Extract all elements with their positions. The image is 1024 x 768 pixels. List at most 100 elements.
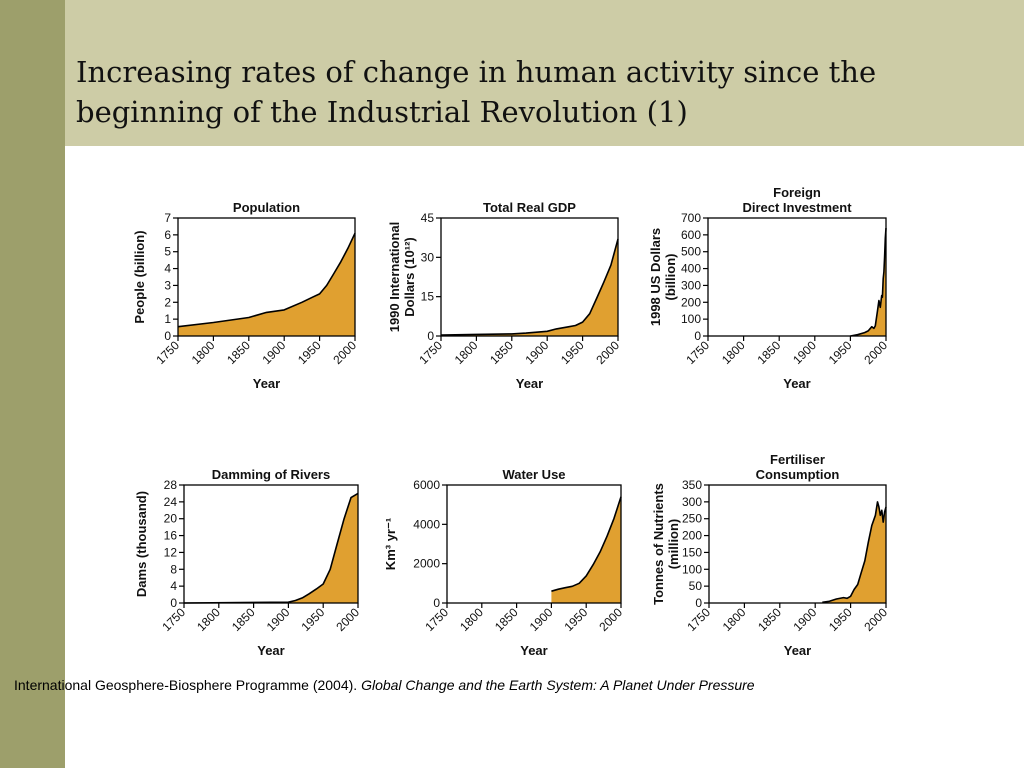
x-tick-label-4-3: 1900 <box>527 605 556 634</box>
series-area-4 <box>551 496 621 603</box>
y-tick-label-5-3: 150 <box>682 545 702 559</box>
plot-frame-1 <box>440 217 619 337</box>
chart-title-1-0: Total Real GDP <box>483 200 576 215</box>
y-tick-label-2-5: 500 <box>681 245 701 259</box>
x-tick-label-4-2: 1850 <box>492 605 521 634</box>
x-tick-label-2-0: 1750 <box>683 338 712 367</box>
series-area-3 <box>184 493 358 603</box>
x-tick-label-4-5: 2000 <box>596 605 625 634</box>
y-tick-label-5-0: 0 <box>695 596 702 610</box>
plot-frame-3 <box>183 484 359 604</box>
series-line-5 <box>822 501 887 604</box>
series-line-2 <box>850 228 887 337</box>
y-tick-label-5-6: 300 <box>682 495 702 509</box>
x-tick-label-1-5: 2000 <box>593 338 622 367</box>
x-tick-label-0-1: 1800 <box>189 338 218 367</box>
x-tick-label-5-0: 1750 <box>684 605 713 634</box>
chart-title-4-0: Water Use <box>502 467 565 482</box>
y-tick-label-4-0: 0 <box>433 596 440 610</box>
y-tick-label-5-1: 50 <box>689 579 703 593</box>
x-tick-label-4-1: 1800 <box>457 605 486 634</box>
y-tick-label-2-0: 0 <box>694 329 701 343</box>
y-tick-label-4-3: 6000 <box>413 478 440 492</box>
x-tick-label-0-5: 2000 <box>330 338 359 367</box>
y-axis-title-4-0: Km³ yr⁻¹ <box>383 518 398 570</box>
y-tick-label-0-1: 1 <box>164 312 171 326</box>
y-tick-label-3-5: 20 <box>164 512 178 526</box>
plot-frame-5 <box>708 484 887 604</box>
slide-title: Increasing rates of change in human acti… <box>76 55 877 129</box>
x-tick-label-5-1: 1800 <box>720 605 749 634</box>
y-tick-label-3-1: 4 <box>170 579 177 593</box>
x-tick-label-3-2: 1850 <box>229 605 258 634</box>
x-axis-title-2: Year <box>783 376 810 391</box>
series-area-2 <box>850 228 886 336</box>
y-tick-label-1-1: 15 <box>421 290 435 304</box>
x-axis-title-0: Year <box>253 376 280 391</box>
y-tick-label-2-4: 400 <box>681 262 701 276</box>
y-tick-label-0-2: 2 <box>164 295 171 309</box>
y-tick-label-2-1: 100 <box>681 312 701 326</box>
series-area-5 <box>822 501 886 603</box>
x-tick-label-0-2: 1850 <box>224 338 253 367</box>
y-tick-label-2-2: 200 <box>681 295 701 309</box>
y-tick-label-3-2: 8 <box>170 562 177 576</box>
series-area-0 <box>178 233 355 336</box>
x-axis-title-4: Year <box>520 643 547 658</box>
y-axis-title-2-1: (billion) <box>663 254 678 301</box>
x-tick-label-1-4: 1950 <box>558 338 587 367</box>
x-tick-label-1-1: 1800 <box>452 338 481 367</box>
x-tick-label-3-4: 1950 <box>299 605 328 634</box>
y-tick-label-5-4: 200 <box>682 529 702 543</box>
x-tick-label-1-0: 1750 <box>416 338 445 367</box>
chart-title-5-0: Fertiliser <box>770 452 825 467</box>
y-tick-label-4-2: 4000 <box>413 517 440 531</box>
y-tick-label-0-7: 7 <box>164 211 171 225</box>
y-tick-label-2-7: 700 <box>681 211 701 225</box>
x-tick-label-3-5: 2000 <box>333 605 362 634</box>
x-tick-label-3-0: 1750 <box>159 605 188 634</box>
y-axis-title-0-0: People (billion) <box>132 230 147 323</box>
y-tick-label-1-0: 0 <box>427 329 434 343</box>
y-axis-title-1-1: Dollars (10¹²) <box>402 237 417 316</box>
x-tick-label-0-0: 1750 <box>153 338 182 367</box>
series-line-0 <box>177 232 356 328</box>
x-tick-label-2-5: 2000 <box>861 338 890 367</box>
y-tick-label-1-2: 30 <box>421 250 435 264</box>
series-area-1 <box>441 239 618 336</box>
y-axis-title-1-0: 1990 International <box>387 222 402 333</box>
y-axis-title-5-1: (million) <box>666 519 681 570</box>
x-axis-title-3: Year <box>257 643 284 658</box>
chart-title-3-0: Damming of Rivers <box>212 467 330 482</box>
sidebar-stripe <box>0 0 65 768</box>
y-axis-title-5-0: Tonnes of Nutrients <box>651 483 666 605</box>
x-tick-label-2-4: 1950 <box>826 338 855 367</box>
x-tick-label-0-3: 1900 <box>260 338 289 367</box>
y-tick-label-3-6: 24 <box>164 495 178 509</box>
y-tick-label-3-7: 28 <box>164 478 178 492</box>
y-tick-label-5-5: 250 <box>682 512 702 526</box>
x-tick-label-1-2: 1850 <box>487 338 516 367</box>
series-line-1 <box>440 238 619 336</box>
y-tick-label-5-7: 350 <box>682 478 702 492</box>
y-tick-label-4-1: 2000 <box>413 557 440 571</box>
x-tick-label-5-5: 2000 <box>861 605 890 634</box>
x-tick-label-5-4: 1950 <box>826 605 855 634</box>
series-line-4 <box>551 496 622 592</box>
plot-frame-2 <box>707 217 887 337</box>
x-tick-label-2-2: 1850 <box>755 338 784 367</box>
x-tick-label-2-3: 1900 <box>790 338 819 367</box>
x-axis-title-5: Year <box>784 643 811 658</box>
chart-title-5-1: Consumption <box>756 467 840 482</box>
title-band <box>65 0 1024 146</box>
y-tick-label-0-4: 4 <box>164 262 171 276</box>
y-tick-label-2-6: 600 <box>681 228 701 242</box>
x-tick-label-3-1: 1800 <box>194 605 223 634</box>
plot-frame-4 <box>446 484 622 604</box>
chart-title-2-1: Direct Investment <box>742 200 852 215</box>
y-tick-label-0-5: 5 <box>164 245 171 259</box>
x-tick-label-5-2: 1850 <box>755 605 784 634</box>
caption-citation: International Geosphere-Biosphere Progra… <box>14 677 362 693</box>
x-tick-label-2-1: 1800 <box>719 338 748 367</box>
